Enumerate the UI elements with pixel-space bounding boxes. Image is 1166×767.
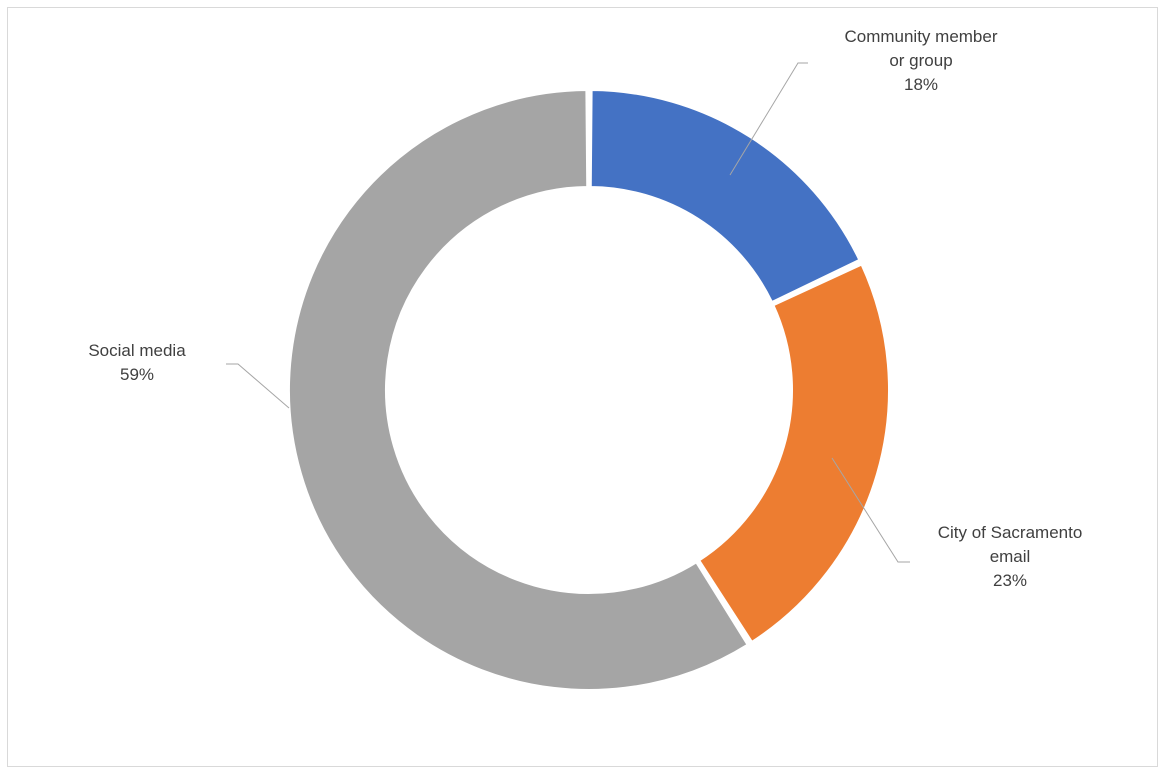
leader-line-community-member-or-group bbox=[729, 62, 808, 176]
data-label-social-media: Social media 59% bbox=[88, 341, 186, 384]
data-label-category: Community member bbox=[844, 27, 997, 46]
data-label-community-member-or-group: Community member or group 18% bbox=[844, 27, 997, 94]
data-label-value: 59% bbox=[120, 365, 154, 384]
leader-line-social-media bbox=[226, 363, 290, 409]
data-label-city-of-sacramento-email: City of Sacramento email 23% bbox=[938, 523, 1083, 590]
leader-line-city-of-sacramento-email bbox=[831, 457, 910, 563]
data-label-category: Social media bbox=[88, 341, 186, 360]
leader-lines bbox=[226, 62, 910, 563]
slice-social-media bbox=[288, 89, 749, 691]
data-labels: Community member or group 18% City of Sacra… bbox=[88, 27, 1082, 590]
slice-community-member-or-group bbox=[589, 89, 861, 304]
data-label-value: 23% bbox=[993, 571, 1027, 590]
data-label-category: City of Sacramento bbox=[938, 523, 1083, 542]
data-label-category: email bbox=[990, 547, 1031, 566]
slice-city-of-sacramento-email bbox=[697, 263, 890, 644]
donut-slices bbox=[288, 89, 890, 691]
data-label-category: or group bbox=[889, 51, 952, 70]
data-label-value: 18% bbox=[904, 75, 938, 94]
